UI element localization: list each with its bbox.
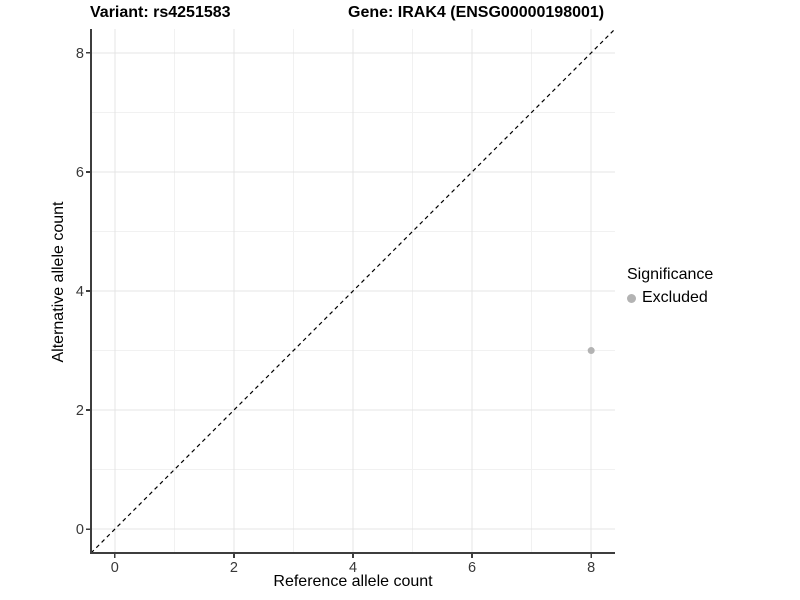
legend-dot-icon [627, 293, 636, 303]
y-tick-label: 0 [76, 522, 84, 538]
legend: Significance Excluded [627, 266, 713, 307]
y-tick-label: 6 [76, 165, 84, 181]
y-axis-title: Alternative allele count [50, 201, 67, 363]
y-tick-label: 8 [76, 46, 84, 62]
variant-title: Variant: rs4251583 [90, 4, 231, 21]
legend-title: Significance [627, 266, 714, 283]
x-tick-label: 0 [111, 560, 119, 576]
x-tick-label: 8 [587, 560, 595, 576]
x-axis-title: Reference allele count [273, 573, 433, 590]
y-tick-label: 4 [76, 284, 84, 300]
legend-item: Excluded [627, 289, 713, 307]
gene-title: Gene: IRAK4 (ENSG00000198001) [348, 4, 605, 21]
x-tick-label: 4 [349, 560, 357, 576]
legend-items: Excluded [627, 289, 713, 307]
identity-line [90, 28, 616, 554]
data-point [587, 347, 595, 355]
legend-item-label: Excluded [642, 289, 708, 306]
x-tick-label: 6 [468, 560, 476, 576]
y-tick-label: 2 [76, 403, 84, 419]
x-tick-label: 2 [230, 560, 238, 576]
